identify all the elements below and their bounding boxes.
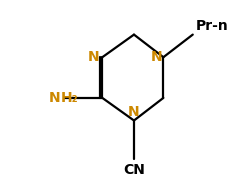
Text: N: N — [49, 91, 60, 105]
Text: N: N — [88, 50, 99, 64]
Text: Pr-n: Pr-n — [195, 19, 228, 33]
Text: N: N — [128, 105, 139, 119]
Text: CN: CN — [122, 163, 144, 177]
Text: N: N — [150, 50, 162, 64]
Text: H₂: H₂ — [60, 91, 78, 105]
